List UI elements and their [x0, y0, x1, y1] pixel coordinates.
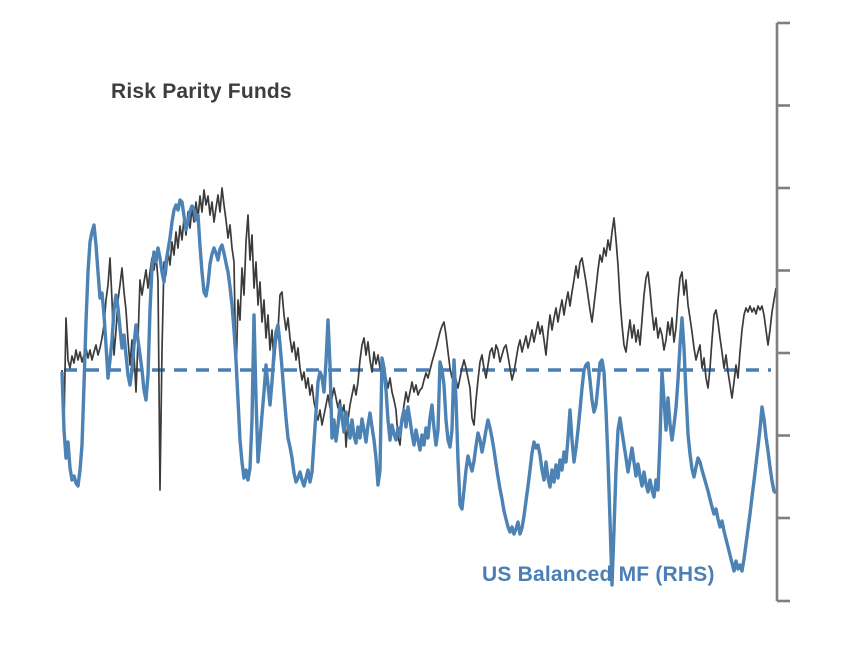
chart-title: Risk Parity Funds: [111, 80, 292, 103]
series-label-us-balanced-mf: US Balanced MF (RHS): [482, 563, 715, 586]
us-balanced-mf-line: [60, 198, 778, 587]
risk-parity-line: [61, 187, 777, 491]
